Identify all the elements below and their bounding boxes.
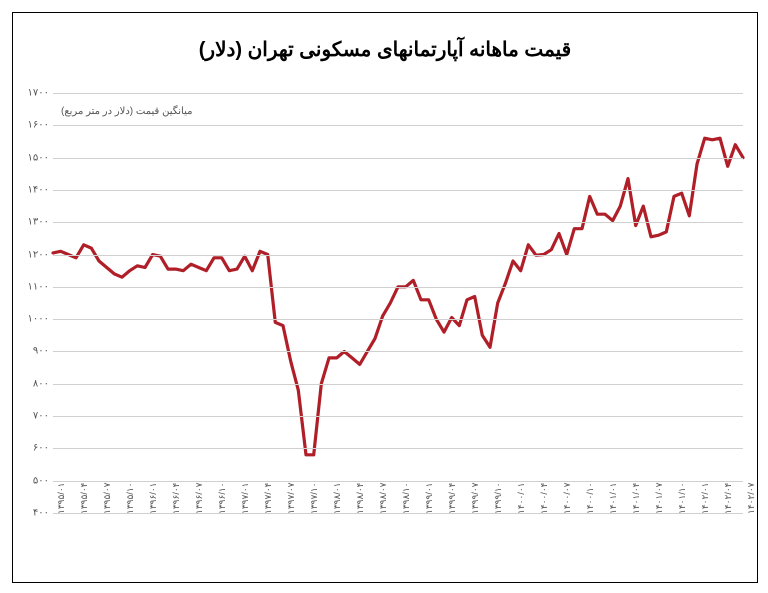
- x-tick-label: ۱۴۰۰/۰۴: [539, 482, 550, 514]
- x-tick-label: ۱۳۹۵/۰۷: [102, 482, 113, 514]
- x-tick-label: ۱۳۹۵/۰۱: [56, 482, 67, 514]
- y-tick-label: ۹۰۰: [17, 346, 49, 357]
- y-tick-label: ۱۱۰۰: [17, 281, 49, 292]
- chart-frame: قیمت ماهانه آپارتمانهای مسکونی تهران (دل…: [12, 12, 758, 583]
- y-tick-label: ۷۰۰: [17, 411, 49, 422]
- x-tick-label: ۱۳۹۶/۱۰: [217, 482, 228, 514]
- y-gridline: [53, 416, 743, 417]
- line-series: [53, 93, 743, 513]
- y-gridline: [53, 255, 743, 256]
- x-tick-label: ۱۴۰۲/۰۷: [746, 482, 757, 514]
- x-tick-label: ۱۴۰۲/۰۴: [723, 482, 734, 514]
- y-tick-label: ۱۴۰۰: [17, 184, 49, 195]
- y-gridline: [53, 448, 743, 449]
- y-gridline: [53, 351, 743, 352]
- chart-title: قیمت ماهانه آپارتمانهای مسکونی تهران (دل…: [13, 37, 757, 62]
- chart-title-text: قیمت ماهانه آپارتمانهای مسکونی تهران (دل…: [199, 39, 571, 61]
- x-tick-label: ۱۳۹۵/۱۰: [125, 482, 136, 514]
- y-tick-label: ۱۳۰۰: [17, 217, 49, 228]
- x-tick-label: ۱۳۹۹/۰۷: [470, 482, 481, 514]
- x-tick-label: ۱۳۹۹/۱۰: [493, 482, 504, 514]
- price-line: [53, 138, 743, 455]
- y-tick-label: ۱۲۰۰: [17, 249, 49, 260]
- y-tick-label: ۱۶۰۰: [17, 120, 49, 131]
- plot-area: میانگین قیمت (دلار در متر مربع) ۴۰۰۵۰۰۶۰…: [53, 93, 743, 513]
- y-tick-label: ۴۰۰: [17, 508, 49, 519]
- y-gridline: [53, 93, 743, 94]
- x-tick-label: ۱۳۹۷/۰۷: [286, 482, 297, 514]
- y-tick-label: ۵۰۰: [17, 475, 49, 486]
- y-gridline: [53, 190, 743, 191]
- x-tick-label: ۱۳۹۵/۰۴: [79, 482, 90, 514]
- x-tick-label: ۱۴۰۱/۰۷: [654, 482, 665, 514]
- x-tick-label: ۱۴۰۰/۰۱: [516, 482, 527, 514]
- x-tick-label: ۱۴۰۲/۰۱: [700, 482, 711, 514]
- y-gridline: [53, 158, 743, 159]
- x-tick-label: ۱۳۹۹/۰۴: [447, 482, 458, 514]
- x-tick-label: ۱۴۰۰/۰۷: [562, 482, 573, 514]
- y-gridline: [53, 319, 743, 320]
- y-tick-label: ۸۰۰: [17, 378, 49, 389]
- x-tick-label: ۱۳۹۷/۰۱: [240, 482, 251, 514]
- y-tick-label: ۱۷۰۰: [17, 88, 49, 99]
- x-tick-label: ۱۴۰۰/۱۰: [585, 482, 596, 514]
- y-gridline: [53, 384, 743, 385]
- x-tick-label: ۱۳۹۷/۱۰: [309, 482, 320, 514]
- x-tick-label: ۱۳۹۹/۰۱: [424, 482, 435, 514]
- y-tick-label: ۱۵۰۰: [17, 152, 49, 163]
- y-tick-label: ۶۰۰: [17, 443, 49, 454]
- x-tick-label: ۱۴۰۱/۱۰: [677, 482, 688, 514]
- x-tick-label: ۱۳۹۸/۰۴: [355, 482, 366, 514]
- y-gridline: [53, 222, 743, 223]
- x-tick-label: ۱۳۹۸/۰۱: [332, 482, 343, 514]
- x-tick-label: ۱۴۰۱/۰۴: [631, 482, 642, 514]
- y-tick-label: ۱۰۰۰: [17, 314, 49, 325]
- y-gridline: [53, 125, 743, 126]
- x-tick-label: ۱۳۹۶/۰۷: [194, 482, 205, 514]
- y-gridline: [53, 287, 743, 288]
- x-tick-label: ۱۳۹۷/۰۴: [263, 482, 274, 514]
- x-tick-label: ۱۳۹۶/۰۱: [148, 482, 159, 514]
- x-tick-label: ۱۳۹۶/۰۴: [171, 482, 182, 514]
- x-tick-label: ۱۳۹۸/۱۰: [401, 482, 412, 514]
- x-tick-label: ۱۳۹۸/۰۷: [378, 482, 389, 514]
- x-tick-label: ۱۴۰۱/۰۱: [608, 482, 619, 514]
